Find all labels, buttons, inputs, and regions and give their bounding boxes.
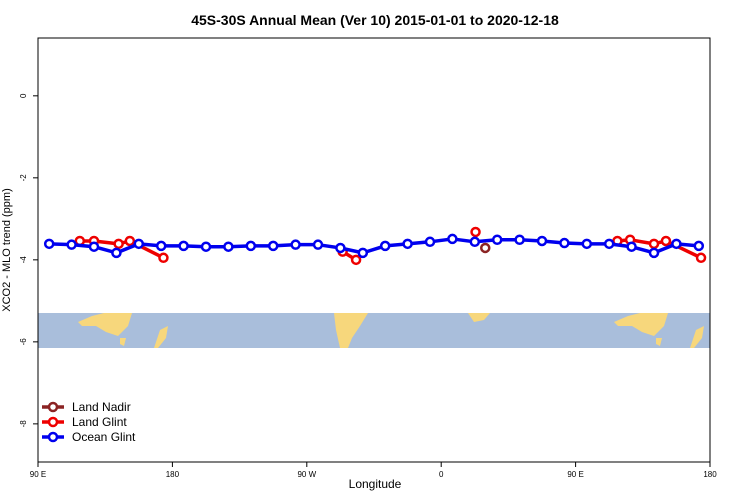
series-point (402, 238, 413, 250)
series-point (491, 234, 503, 245)
legend-swatch-point (47, 401, 59, 413)
x-axis-label: Longitude (349, 477, 402, 491)
series-point (133, 238, 145, 250)
series-point (335, 242, 346, 254)
x-tick-label: 180 (703, 470, 717, 479)
series-point (111, 247, 122, 259)
series-point (660, 235, 672, 247)
series-point (290, 239, 301, 250)
y-axis-label: XCO2 - MLO trend (ppm) (1, 188, 13, 311)
series-point (267, 240, 279, 252)
y-tick-label: -6 (19, 338, 28, 346)
y-tick-label: 0 (19, 93, 28, 98)
series-point (350, 254, 362, 266)
series-point (671, 238, 682, 250)
series-point (424, 236, 436, 248)
series-point (695, 252, 707, 264)
series-point (469, 236, 481, 248)
x-tick-label: 0 (439, 470, 444, 479)
x-tick-label: 90 W (297, 470, 316, 479)
series-point (693, 240, 705, 252)
legend-label: Ocean Glint (72, 430, 136, 444)
series-point (581, 238, 593, 250)
series-point (155, 240, 167, 252)
legend-swatch-point (47, 416, 59, 428)
series-point (379, 240, 391, 252)
series-point (178, 240, 189, 252)
series-point (200, 241, 212, 252)
series-point (113, 238, 124, 250)
series-point (245, 240, 257, 252)
series-point (480, 242, 491, 254)
series-point (223, 241, 234, 252)
chart-title: 45S-30S Annual Mean (Ver 10) 2015-01-01 … (191, 12, 559, 28)
series-point (66, 239, 77, 250)
series-point (43, 238, 55, 250)
x-tick-label: 90 E (567, 470, 583, 479)
x-tick-label: 180 (166, 470, 180, 479)
legend-label: Land Nadir (72, 400, 131, 414)
series-point (124, 235, 136, 247)
y-tick-label: -4 (19, 256, 28, 264)
series-point (447, 233, 458, 245)
legend-swatch-point (47, 431, 59, 443)
plot-frame (37, 37, 711, 463)
series-point (88, 241, 100, 252)
x-tick-label: 90 E (30, 470, 46, 479)
series-point (514, 234, 525, 245)
series-point (470, 226, 481, 238)
series-point (626, 241, 637, 252)
series-point (312, 239, 324, 250)
map-strip (38, 313, 710, 348)
series-point (158, 252, 169, 264)
y-tick-label: -2 (19, 174, 28, 182)
series-point (357, 247, 369, 259)
legend-label: Land Glint (72, 415, 127, 429)
series-point (559, 237, 570, 249)
y-tick-label: -8 (19, 420, 28, 428)
series-point (536, 235, 548, 247)
series-point (603, 238, 615, 250)
series-point (648, 238, 660, 250)
series-point (648, 247, 660, 259)
